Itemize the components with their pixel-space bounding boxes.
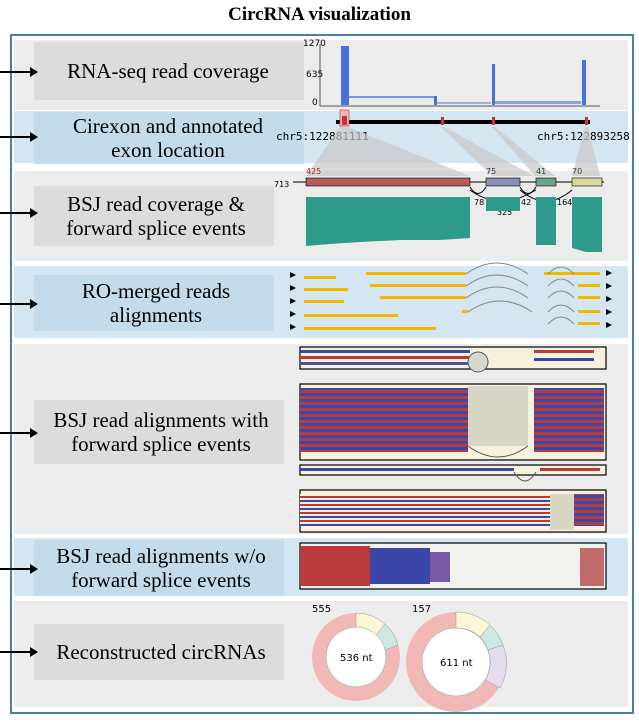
panel-label-bsj-coverage: BSJ read coverage & forward splice event… xyxy=(66,191,246,240)
label-pill-1 xyxy=(34,42,304,100)
circrna-2-count: 157 xyxy=(412,604,431,615)
arrow-6 xyxy=(0,564,38,574)
svg-text:75: 75 xyxy=(486,167,496,176)
svg-text:42: 42 xyxy=(521,198,531,207)
label-pill-5 xyxy=(34,400,284,464)
label-pill-2 xyxy=(34,112,304,164)
arrow-2 xyxy=(0,132,38,142)
coverage-peak-2 xyxy=(434,96,437,105)
exon-block-2 xyxy=(485,177,521,187)
coverage-ymax: 1270 xyxy=(303,39,326,49)
panel-label-ro-merged: RO-merged reads alignments xyxy=(81,278,231,327)
circrna-rings: 555 536 nt 157 611 nt xyxy=(312,604,507,712)
figure-frame xyxy=(10,34,634,714)
arrow-7 xyxy=(0,647,38,657)
coverage-peak-4 xyxy=(582,60,586,105)
coverage-ymin: 0 xyxy=(312,98,318,108)
coverage-peak-1 xyxy=(341,46,349,105)
bsj-alignments-with-splice xyxy=(299,346,607,533)
bsj-left-count: 713 xyxy=(274,180,289,189)
arrow-1 xyxy=(0,67,38,77)
exon-block-1 xyxy=(305,177,471,187)
label-pill-4 xyxy=(34,275,274,331)
exon-block-4 xyxy=(571,177,603,187)
exon-block-3 xyxy=(535,177,557,187)
panel-label-coverage: RNA-seq read coverage xyxy=(67,58,269,83)
svg-text:78: 78 xyxy=(474,198,484,207)
panel-label-bsj-with: BSJ read alignments with forward splice … xyxy=(53,407,269,456)
arrow-5 xyxy=(0,428,38,438)
label-pill-7 xyxy=(34,624,284,680)
coverage-track: 1270 635 0 xyxy=(303,39,600,108)
label-pill-3 xyxy=(34,186,274,246)
svg-text:41: 41 xyxy=(536,167,546,176)
svg-text:164: 164 xyxy=(557,198,572,207)
svg-text:425: 425 xyxy=(306,167,321,176)
arrow-4 xyxy=(0,299,38,309)
label-pill-6 xyxy=(34,540,284,596)
figure-title: CircRNA visualization xyxy=(228,4,411,25)
circrna-1-length: 536 nt xyxy=(340,653,373,664)
svg-text:325: 325 xyxy=(497,208,512,217)
panel-label-location: Cirexon and annotated exon location xyxy=(72,113,264,162)
panel-label-circrnas: Reconstructed circRNAs xyxy=(56,639,266,664)
arrow-3 xyxy=(0,208,38,218)
coverage-ymid: 635 xyxy=(306,70,323,80)
ro-merged-reads xyxy=(290,262,612,330)
svg-text:70: 70 xyxy=(572,167,582,176)
exon-location-track: chr5:122881111 chr5:122893258 xyxy=(276,109,630,176)
circrna-1-count: 555 xyxy=(312,604,331,615)
panel-label-bsj-without: BSJ read alignments w/o forward splice e… xyxy=(56,543,266,592)
bsj-coverage-track: 713 425 75 41 70 78 325 42 164 xyxy=(274,167,604,252)
coverage-peak-3 xyxy=(492,64,495,105)
circrna-2-length: 611 nt xyxy=(440,658,473,669)
bsj-alignments-without-splice xyxy=(299,542,607,590)
